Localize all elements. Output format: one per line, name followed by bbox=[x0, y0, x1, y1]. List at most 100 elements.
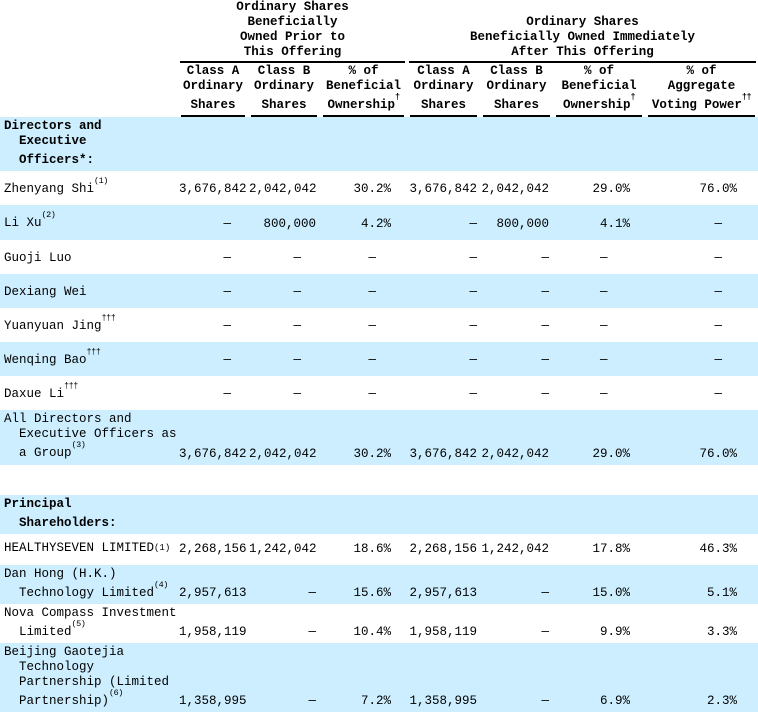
table-cell: — bbox=[308, 694, 316, 709]
table-cell: 800,000 bbox=[496, 216, 549, 231]
table-row-guoji-luo: Guoji Luo — — — — — — — bbox=[0, 240, 758, 274]
table-cell: 10.4% bbox=[353, 625, 391, 640]
table-cell: 1,358,995 bbox=[409, 694, 477, 709]
table-row-dan-hong-technology: Dan Hong (H.K.) Technology Limited(4) 2,… bbox=[0, 564, 758, 604]
table-cell: 2,268,156 bbox=[179, 541, 247, 556]
table-cell: — bbox=[541, 625, 549, 640]
section-title: Directors and Executive Officers*: bbox=[4, 119, 102, 168]
table-cell bbox=[320, 495, 407, 534]
table-cell: 1,242,042 bbox=[249, 541, 317, 556]
prior-offering-group-label: Ordinary Shares Beneficially Owned Prior… bbox=[180, 0, 405, 63]
name-column-spacer bbox=[0, 0, 178, 63]
after-offering-group-label: Ordinary Shares Beneficially Owned Immed… bbox=[409, 15, 757, 63]
table-cell: — bbox=[714, 284, 738, 299]
table-row-li-xu: Li Xu(2) — 800,000 4.2% — 800,000 4.1% — bbox=[0, 205, 758, 240]
name-column-spacer bbox=[0, 63, 178, 117]
table-cell: 7.2% bbox=[360, 694, 391, 709]
dagger-footnote-marker: ††† bbox=[101, 312, 116, 323]
table-cell: — bbox=[223, 319, 246, 334]
table-cell: — bbox=[223, 387, 246, 402]
table-cell: — bbox=[293, 250, 316, 265]
table-cell: — bbox=[293, 284, 316, 299]
table-cell: 4.1% bbox=[599, 216, 630, 231]
table-cell: 3,676,842 bbox=[409, 182, 477, 197]
footnote-marker: (3) bbox=[71, 440, 86, 451]
section-title: Principal Shareholders: bbox=[4, 496, 117, 530]
table-cell bbox=[480, 117, 553, 171]
table-cell: 3,676,842 bbox=[179, 446, 247, 461]
table-cell: 3,676,842 bbox=[179, 182, 247, 197]
table-cell bbox=[553, 495, 645, 534]
table-cell: — bbox=[541, 387, 549, 402]
section-spacer-row bbox=[0, 465, 758, 495]
table-cell: — bbox=[368, 353, 391, 368]
table-cell: — bbox=[368, 284, 391, 299]
footnote-marker: (6) bbox=[109, 688, 123, 699]
table-cell: 2,042,042 bbox=[249, 446, 317, 461]
shareholder-name: Daxue Li††† bbox=[4, 381, 78, 402]
table-cell: — bbox=[469, 387, 477, 402]
shareholder-name: HEALTHYSEVEN LIMITED(1) bbox=[4, 540, 171, 555]
table-row-yuanyuan-jing: Yuanyuan Jing††† — — — — — — — bbox=[0, 308, 758, 342]
shareholder-name: Dan Hong (H.K.) Technology Limited(4) bbox=[4, 566, 168, 600]
table-cell: 2.3% bbox=[707, 694, 738, 709]
table-cell: — bbox=[469, 250, 477, 265]
table-cell: — bbox=[599, 284, 630, 299]
column-header-class-b-after: Class B Ordinary Shares bbox=[480, 63, 553, 118]
prior-offering-group-header: Ordinary Shares Beneficially Owned Prior… bbox=[178, 0, 407, 63]
dagger-footnote-marker: † bbox=[630, 92, 636, 102]
table-cell: — bbox=[223, 250, 246, 265]
table-cell: 17.8% bbox=[592, 541, 630, 556]
shareholder-name: Wenqing Bao††† bbox=[4, 347, 101, 368]
table-cell bbox=[645, 117, 758, 171]
table-cell: 15.0% bbox=[592, 585, 630, 600]
table-row-all-directors-group: All Directors and Executive Officers as … bbox=[0, 410, 758, 465]
footnote-marker: (4) bbox=[154, 579, 168, 590]
footnote-marker: (5) bbox=[71, 618, 86, 629]
column-header-voting-power: % of Aggregate Voting Power†† bbox=[645, 63, 758, 118]
table-cell bbox=[645, 495, 758, 534]
table-row-dexiang-wei: Dexiang Wei — — — — — — — bbox=[0, 273, 758, 308]
table-cell: 2,042,042 bbox=[481, 446, 549, 461]
table-row-zhenyang-shi: Zhenyang Shi(1) 3,676,842 2,042,042 30.2… bbox=[0, 171, 758, 205]
table-cell: — bbox=[541, 694, 549, 709]
table-cell: 2,957,613 bbox=[409, 585, 477, 600]
table-cell: 2,042,042 bbox=[481, 182, 549, 197]
spacer-cell bbox=[0, 465, 758, 495]
table-cell: — bbox=[714, 216, 738, 231]
footnote-marker: (1) bbox=[154, 542, 171, 553]
table-cell: — bbox=[541, 319, 549, 334]
table-cell: — bbox=[599, 387, 630, 402]
table-row-beijing-gaotejia: Beijing Gaotejia Technology Partnership … bbox=[0, 643, 758, 712]
table-cell: — bbox=[714, 319, 738, 334]
table-cell: — bbox=[368, 250, 391, 265]
table-cell: — bbox=[308, 625, 316, 640]
table-cell: — bbox=[541, 353, 549, 368]
column-header-class-a-prior: Class A Ordinary Shares bbox=[178, 63, 248, 118]
table-cell: — bbox=[599, 353, 630, 368]
table-cell: — bbox=[469, 284, 477, 299]
table-cell: 6.9% bbox=[599, 694, 630, 709]
table-cell bbox=[248, 495, 320, 534]
table-cell: 2,042,042 bbox=[249, 182, 317, 197]
table-cell: 29.0% bbox=[592, 446, 630, 461]
table-cell bbox=[178, 495, 248, 534]
table-row-nova-compass-investment: Nova Compass Investment Limited(5) 1,958… bbox=[0, 604, 758, 643]
table-cell bbox=[178, 117, 248, 171]
table-cell: 3,676,842 bbox=[409, 446, 477, 461]
table-cell: 1,242,042 bbox=[481, 541, 549, 556]
table-cell: 2,268,156 bbox=[409, 541, 477, 556]
shareholder-name: Beijing Gaotejia Technology Partnership … bbox=[4, 645, 170, 709]
shareholder-name: Dexiang Wei bbox=[4, 284, 87, 299]
dagger-footnote-marker: ††† bbox=[86, 347, 101, 358]
table-cell: — bbox=[469, 353, 477, 368]
table-cell bbox=[248, 117, 320, 171]
column-header-ownership-prior: % of Beneficial Ownership† bbox=[320, 63, 407, 118]
group-header-row: Ordinary Shares Beneficially Owned Prior… bbox=[0, 0, 758, 63]
double-dagger-footnote-marker: †† bbox=[741, 92, 752, 102]
column-header-class-b-prior: Class B Ordinary Shares bbox=[248, 63, 320, 118]
column-header-class-a-after: Class A Ordinary Shares bbox=[407, 63, 480, 118]
table-cell: 2,957,613 bbox=[179, 585, 247, 600]
table-cell: 1,958,119 bbox=[409, 625, 477, 640]
